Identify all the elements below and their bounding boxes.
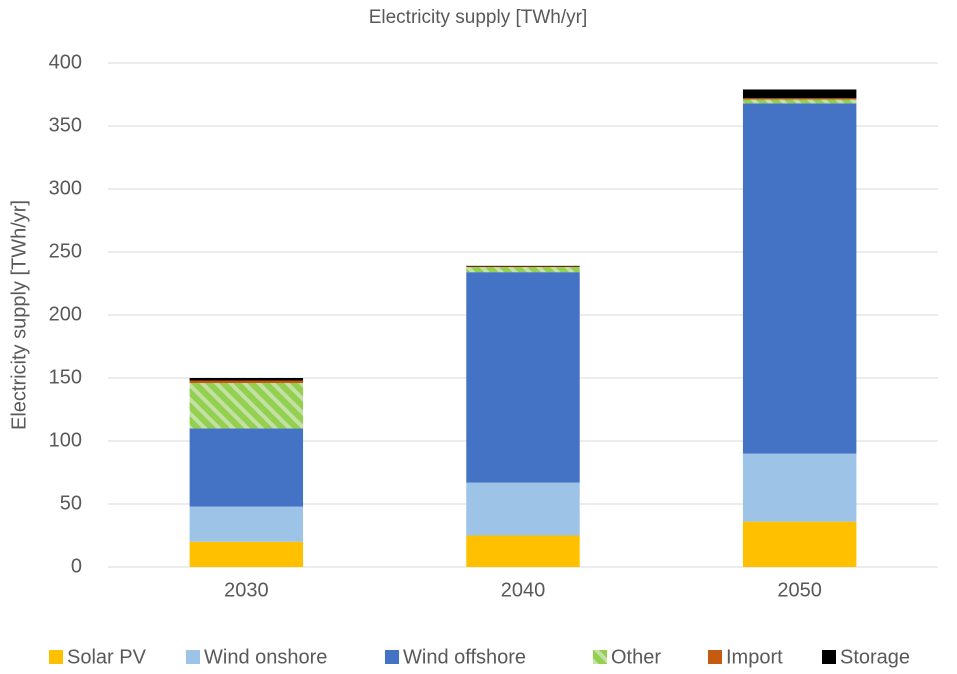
bar-segment (742, 98, 857, 100)
legend-label: Import (726, 646, 783, 668)
bar-segment (742, 89, 857, 99)
legend-label: Storage (840, 646, 910, 668)
bar-segment (742, 99, 857, 104)
bar-segment (189, 428, 304, 507)
bar-segment (466, 267, 580, 273)
bar-segment (466, 482, 580, 536)
x-tick-label: 2050 (777, 579, 822, 601)
bar-segment (742, 103, 857, 454)
bar-segment (189, 506, 304, 542)
x-tick-label: 2040 (501, 579, 546, 601)
bar-segment (742, 453, 857, 522)
bar-segment (189, 383, 304, 429)
y-tick-label: 200 (49, 303, 82, 325)
legend-swatch (708, 650, 722, 664)
bar-segment (466, 535, 580, 567)
legend-label: Wind offshore (403, 646, 526, 668)
legend-label: Solar PV (67, 646, 147, 668)
y-tick-label: 350 (49, 114, 82, 136)
bar-segment (189, 380, 304, 384)
bar-segment (466, 266, 580, 268)
legend-swatch (593, 650, 607, 664)
y-tick-label: 50 (60, 492, 82, 514)
bar-segment (466, 272, 580, 483)
legend-swatch (385, 650, 399, 664)
chart-title: Electricity supply [TWh/yr] (369, 7, 588, 28)
y-tick-label: 400 (49, 51, 82, 73)
bar-segment (466, 265, 580, 267)
legend-swatch (49, 650, 63, 664)
y-tick-label: 250 (49, 240, 82, 262)
y-tick-label: 300 (49, 177, 82, 199)
legend-swatch (186, 650, 200, 664)
x-tick-label: 2030 (224, 579, 269, 601)
legend-swatch (822, 650, 836, 664)
y-axis-label: Electricity supply [TWh/yr] (8, 200, 30, 430)
y-tick-label: 100 (49, 429, 82, 451)
bar-segment (189, 541, 304, 567)
y-tick-label: 150 (49, 366, 82, 388)
legend-label: Wind onshore (204, 646, 327, 668)
bar-segment (742, 521, 857, 567)
legend-label: Other (611, 646, 661, 668)
bar-segment (189, 378, 304, 381)
y-tick-label: 0 (71, 555, 82, 577)
